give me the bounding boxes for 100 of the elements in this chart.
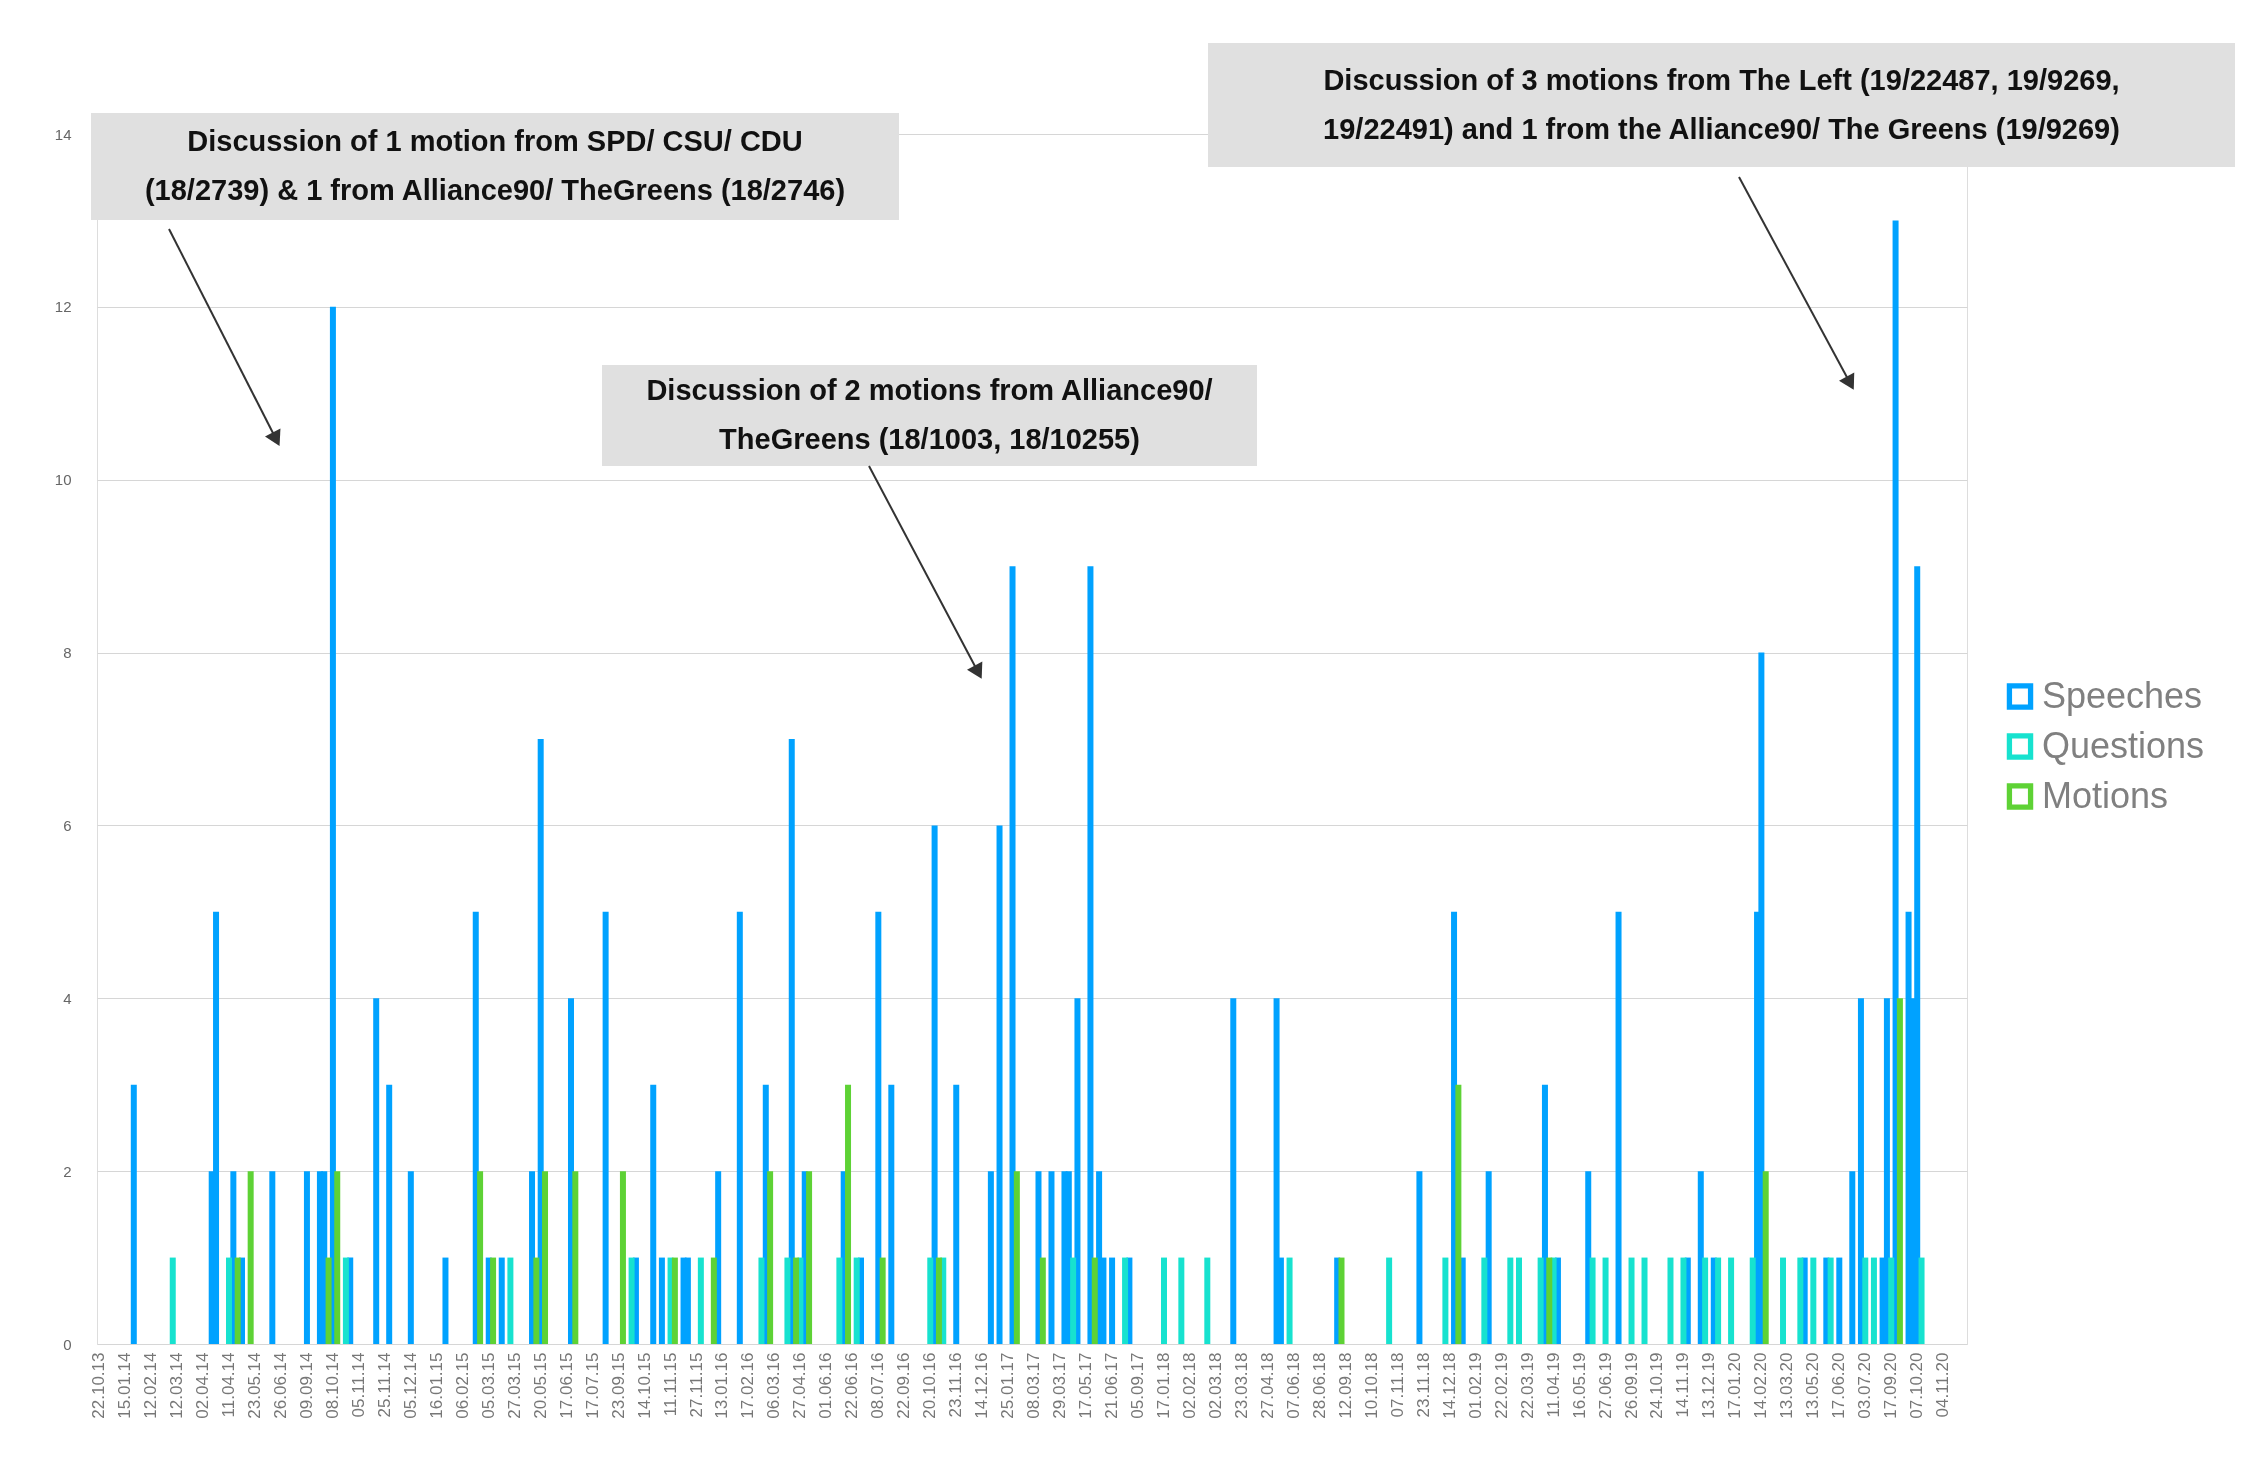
y-tick-label: 0 (63, 1335, 72, 1353)
y-tick-label: 4 (63, 989, 72, 1007)
bar (1515, 1257, 1522, 1344)
bar (1914, 566, 1921, 1344)
x-tick-label: 11.04.14 (219, 1352, 239, 1418)
bar (373, 998, 380, 1344)
bar (1615, 911, 1622, 1344)
x-tick-label: 27.06.19 (1595, 1352, 1615, 1419)
x-tick-label: 17.05.17 (1076, 1352, 1096, 1419)
bar (736, 911, 743, 1344)
bar (1074, 998, 1081, 1344)
bar (788, 739, 795, 1344)
x-tick-label: 14.02.20 (1751, 1352, 1771, 1419)
x-tick-label: 15.01.14 (115, 1352, 135, 1419)
x-tick-label: 13.01.16 (712, 1352, 732, 1419)
bar (875, 911, 882, 1344)
x-tick-label: 20.10.16 (920, 1352, 940, 1419)
y-tick-label: 14 (54, 125, 72, 143)
bar (1230, 998, 1237, 1344)
bar (1546, 1257, 1553, 1344)
bar (1849, 1171, 1856, 1344)
bar (650, 1084, 657, 1344)
x-tick-label: 05.11.14 (348, 1352, 368, 1418)
x-tick-label: 08.07.16 (868, 1352, 888, 1419)
annotation: Discussion of 2 motions from Alliance90/ TheGreens (18/1003, 18/10255) (646, 374, 1213, 455)
bar (442, 1257, 449, 1344)
bar (1070, 1257, 1077, 1344)
x-tick-label: 27.04.18 (1257, 1352, 1277, 1419)
x-tick-label: 12.02.14 (141, 1352, 161, 1419)
bar (1048, 1171, 1055, 1344)
bar (572, 1171, 579, 1344)
bar (658, 1257, 665, 1344)
bar (1589, 1257, 1596, 1344)
bar (325, 1257, 332, 1344)
bar (1896, 998, 1903, 1344)
bar (953, 1084, 960, 1344)
x-tick-label: 23.11.18 (1413, 1352, 1433, 1418)
x-tick-label: 17.09.20 (1881, 1352, 1901, 1419)
x-tick-label: 08.10.14 (322, 1352, 342, 1419)
bar (1641, 1257, 1648, 1344)
x-tick-label: 13.12.19 (1699, 1352, 1719, 1419)
bar (1442, 1257, 1449, 1344)
bar (793, 1257, 800, 1344)
x-tick-label: 01.06.16 (816, 1352, 836, 1419)
bar (1161, 1257, 1168, 1344)
bar (1035, 1171, 1042, 1344)
bar (1537, 1257, 1544, 1344)
bar (602, 911, 609, 1344)
bar (1857, 998, 1864, 1344)
bar (1122, 1257, 1129, 1344)
bar (1862, 1257, 1869, 1344)
bar (1888, 1257, 1895, 1344)
y-tick-label: 6 (63, 816, 72, 834)
bar (1762, 1171, 1769, 1344)
bar (1602, 1257, 1609, 1344)
x-tick-label: 22.10.13 (89, 1352, 109, 1419)
x-tick-label: 17.01.18 (1154, 1352, 1174, 1419)
legend-label: Motions (2042, 774, 2169, 816)
bar (213, 911, 220, 1344)
x-tick-label: 20.05.15 (530, 1352, 550, 1419)
bar (386, 1084, 393, 1344)
x-tick-label: 14.10.15 (634, 1352, 654, 1419)
bar (1749, 1257, 1756, 1344)
annotation: Discussion of 3 motions from The Left (19/22487, 19/9269, 19/22491) and 1 from the Alliance90/ The Greens (19/9269) (1323, 63, 2120, 145)
bar (533, 1257, 540, 1344)
x-tick-label: 27.04.16 (790, 1352, 810, 1419)
bar (1827, 1257, 1834, 1344)
bar (996, 825, 1003, 1344)
bar (507, 1257, 514, 1344)
x-tick-label: 23.11.16 (946, 1352, 966, 1418)
bar (234, 1257, 241, 1344)
bar (1009, 566, 1016, 1344)
bar (226, 1257, 233, 1344)
x-tick-label: 12.09.18 (1335, 1352, 1355, 1419)
x-tick-label: 23.05.14 (245, 1352, 264, 1419)
bar (1178, 1257, 1185, 1344)
bar (1797, 1257, 1804, 1344)
x-tick-label: 06.02.15 (452, 1352, 472, 1419)
bar (879, 1257, 886, 1344)
x-tick-label: 26.06.14 (270, 1352, 290, 1419)
bar (784, 1257, 791, 1344)
bar (169, 1257, 176, 1344)
x-tick-label: 12.03.14 (167, 1352, 187, 1419)
bar (247, 1171, 254, 1344)
bar (1702, 1257, 1709, 1344)
bar (1883, 998, 1890, 1344)
x-tick-label: 14.11.19 (1673, 1352, 1693, 1418)
x-tick-label: 16.05.19 (1569, 1352, 1589, 1419)
bar (1758, 652, 1765, 1344)
x-tick-label: 13.05.20 (1803, 1352, 1823, 1419)
x-tick-label: 17.06.15 (556, 1352, 576, 1419)
x-tick-label: 07.06.18 (1283, 1352, 1303, 1419)
bar (758, 1257, 765, 1344)
bar (619, 1171, 626, 1344)
bar (836, 1257, 843, 1344)
x-tick-label: 05.03.15 (478, 1352, 498, 1419)
bar (927, 1257, 934, 1344)
x-tick-label: 13.03.20 (1777, 1352, 1797, 1419)
x-tick-label: 25.11.14 (374, 1352, 394, 1418)
bar (1507, 1257, 1514, 1344)
